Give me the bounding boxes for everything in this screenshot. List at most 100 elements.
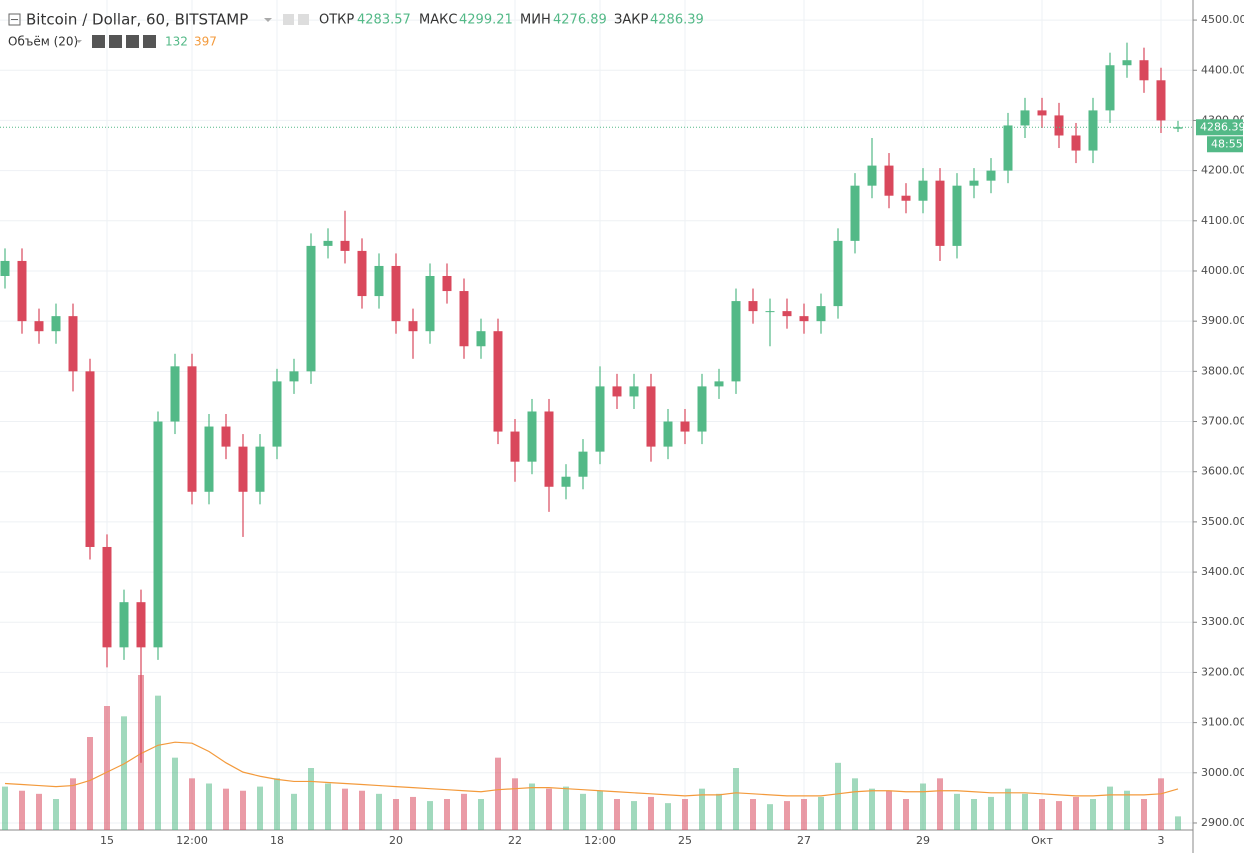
candle-body	[680, 421, 690, 432]
eye-icon[interactable]	[283, 14, 294, 25]
volume-bar	[70, 778, 76, 830]
candle-body	[663, 421, 673, 447]
x-tick-label: 18	[270, 834, 284, 847]
volume-bar	[920, 783, 926, 830]
candle-body	[493, 331, 503, 432]
open-value: 4283.57	[357, 13, 411, 28]
settings-icon[interactable]	[298, 14, 309, 25]
candle-body	[255, 446, 265, 492]
volume-bar	[1039, 799, 1045, 830]
last-price-box	[1196, 119, 1243, 136]
volume-bar	[597, 790, 603, 830]
low-value: 4276.89	[553, 13, 607, 28]
candle-body	[1105, 65, 1115, 111]
volume-bar	[478, 799, 484, 830]
volume-bar	[189, 778, 195, 830]
high-label: МАКС	[419, 13, 457, 28]
x-tick-label: 25	[678, 834, 692, 847]
volume-bar	[869, 788, 875, 830]
volume-bar	[988, 796, 994, 830]
volume-bar	[121, 716, 127, 830]
volume-bar	[529, 783, 535, 830]
volume-bar	[36, 793, 42, 830]
volume-bar	[835, 762, 841, 830]
y-tick-label: 4000.00	[1201, 264, 1244, 277]
volume-bar	[1158, 778, 1164, 830]
y-tick-label: 2900.00	[1201, 816, 1244, 829]
volume-add-icon[interactable]	[126, 35, 139, 48]
volume-bar	[1022, 793, 1028, 830]
candle-body	[68, 316, 78, 372]
volume-settings-icon[interactable]	[109, 35, 122, 48]
candle-body	[1122, 60, 1132, 66]
candle-body	[340, 240, 350, 251]
volume-title: Объём (20)	[8, 35, 78, 49]
volume-bar	[1005, 788, 1011, 830]
volume-bar	[342, 788, 348, 830]
dropdown-arrow[interactable]	[264, 18, 272, 22]
candle-body	[986, 170, 996, 181]
candle-body	[442, 275, 452, 292]
candle-body	[629, 386, 639, 397]
candle-body	[612, 386, 622, 397]
candle-body	[1003, 125, 1013, 171]
x-tick-label: 12:00	[176, 834, 208, 847]
x-tick-label: 27	[797, 834, 811, 847]
candle-body	[187, 366, 197, 492]
y-tick-label: 3100.00	[1201, 716, 1244, 729]
volume-bar	[512, 778, 518, 830]
candle-body	[1156, 80, 1166, 121]
candle-body	[595, 386, 605, 452]
volume-bar	[1073, 796, 1079, 830]
volume-bar	[580, 793, 586, 830]
volume-bar	[733, 768, 739, 830]
volume-bar	[750, 799, 756, 830]
candle-body	[476, 331, 486, 347]
volume-bar	[784, 801, 790, 830]
candle-body	[884, 165, 894, 196]
volume-bar	[393, 799, 399, 830]
collapse-icon[interactable]	[8, 13, 21, 26]
volume-bar	[274, 778, 280, 830]
y-tick-label: 3700.00	[1201, 415, 1244, 428]
y-tick-label: 3000.00	[1201, 766, 1244, 779]
volume-bar	[206, 783, 212, 830]
x-tick-label: 12:00	[584, 834, 616, 847]
y-tick-label: 3200.00	[1201, 665, 1244, 678]
volume-remove-icon[interactable]	[143, 35, 156, 48]
candle-body	[816, 306, 826, 322]
volume-bar	[1124, 790, 1130, 830]
candle-body	[153, 421, 163, 648]
candles	[0, 42, 1183, 763]
y-tick-label: 3600.00	[1201, 465, 1244, 478]
volume-bar	[1175, 816, 1181, 830]
candle-body	[510, 431, 520, 462]
y-tick-label: 3500.00	[1201, 515, 1244, 528]
volume-bar	[614, 799, 620, 830]
candle-body	[238, 446, 248, 492]
volume-bar	[682, 799, 688, 830]
candle-body	[323, 240, 333, 246]
close-value: 4286.39	[650, 13, 704, 28]
candle-body	[374, 265, 384, 297]
candle-body	[136, 602, 146, 648]
volume-bar	[19, 790, 25, 830]
x-tick-label: 20	[389, 834, 403, 847]
candle-body	[935, 180, 945, 246]
candle-body	[765, 311, 775, 313]
volume-eye-icon[interactable]	[92, 35, 105, 48]
volume-bar	[631, 801, 637, 830]
candle-body	[850, 185, 860, 241]
candle-body	[102, 546, 112, 648]
countdown-label: 48:55	[1211, 137, 1243, 150]
y-tick-label: 3900.00	[1201, 314, 1244, 327]
candle-body	[1020, 110, 1030, 126]
candle-body	[204, 426, 214, 492]
volume-ma-value: 397	[194, 35, 217, 49]
volume-bar	[954, 793, 960, 830]
candle-body	[952, 185, 962, 246]
candle-body	[748, 301, 758, 312]
volume-dropdown[interactable]	[76, 40, 82, 43]
